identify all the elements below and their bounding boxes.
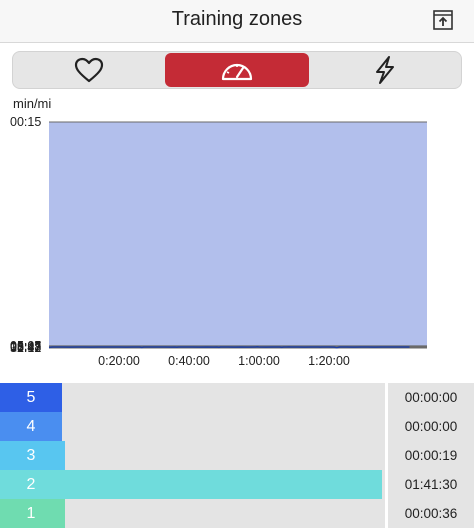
y-tick-label: 00:15 [10, 115, 41, 129]
tab-power[interactable] [313, 52, 457, 88]
x-tick-label: 0:40:00 [168, 354, 210, 368]
y-tick-label: 08:47 [10, 340, 41, 354]
zone-bar-track [62, 412, 385, 441]
tab-heart-rate[interactable] [17, 52, 161, 88]
zone-bar-fill [62, 470, 382, 499]
y-axis-unit: min/mi [13, 96, 52, 111]
zone-time: 00:00:36 [388, 499, 474, 528]
pace-series-line [48, 346, 410, 349]
y-tick-label: 06:27 [10, 339, 41, 353]
zone-bar-track [62, 441, 385, 470]
tab-pace[interactable] [165, 53, 309, 87]
y-tick-label: 32:12 [10, 341, 41, 355]
zone-row: 1 00:00:36 [0, 499, 474, 528]
zone-bar-track [62, 383, 385, 412]
zone-time: 00:00:00 [388, 383, 474, 412]
x-tick-label: 1:20:00 [308, 354, 350, 368]
zone-bar-fill [62, 441, 65, 470]
x-tick-label: 1:00:00 [238, 354, 280, 368]
zone-number: 3 [0, 441, 62, 470]
zone-time: 00:00:19 [388, 441, 474, 470]
y-tick-label: 13:48 [10, 340, 41, 354]
zone-row: 4 00:00:00 [0, 412, 474, 441]
zone-number: 5 [0, 383, 62, 412]
zone-time: 00:00:00 [388, 412, 474, 441]
zone-number: 2 [0, 470, 62, 499]
zone-row: 5 00:00:00 [0, 383, 474, 412]
x-tick-label: 0:20:00 [98, 354, 140, 368]
zone-number: 1 [0, 499, 62, 528]
zone-band-top [49, 122, 427, 346]
metric-tabs [12, 51, 462, 89]
zone-time: 01:41:30 [388, 470, 474, 499]
share-icon[interactable] [432, 9, 454, 31]
zone-row: 3 00:00:19 [0, 441, 474, 470]
heart-icon [74, 57, 104, 83]
page-title: Training zones [171, 8, 303, 30]
lightning-icon [376, 56, 394, 84]
y-tick-label: 05:05 [10, 339, 41, 353]
zone-row: 2 01:41:30 [0, 470, 474, 499]
zone-number: 4 [0, 412, 62, 441]
app-header: Training zones [0, 0, 474, 43]
speedometer-icon [221, 63, 253, 81]
zone-bar-track [62, 470, 385, 499]
zone-bar-track [62, 499, 385, 528]
zone-bar-fill [62, 499, 65, 528]
